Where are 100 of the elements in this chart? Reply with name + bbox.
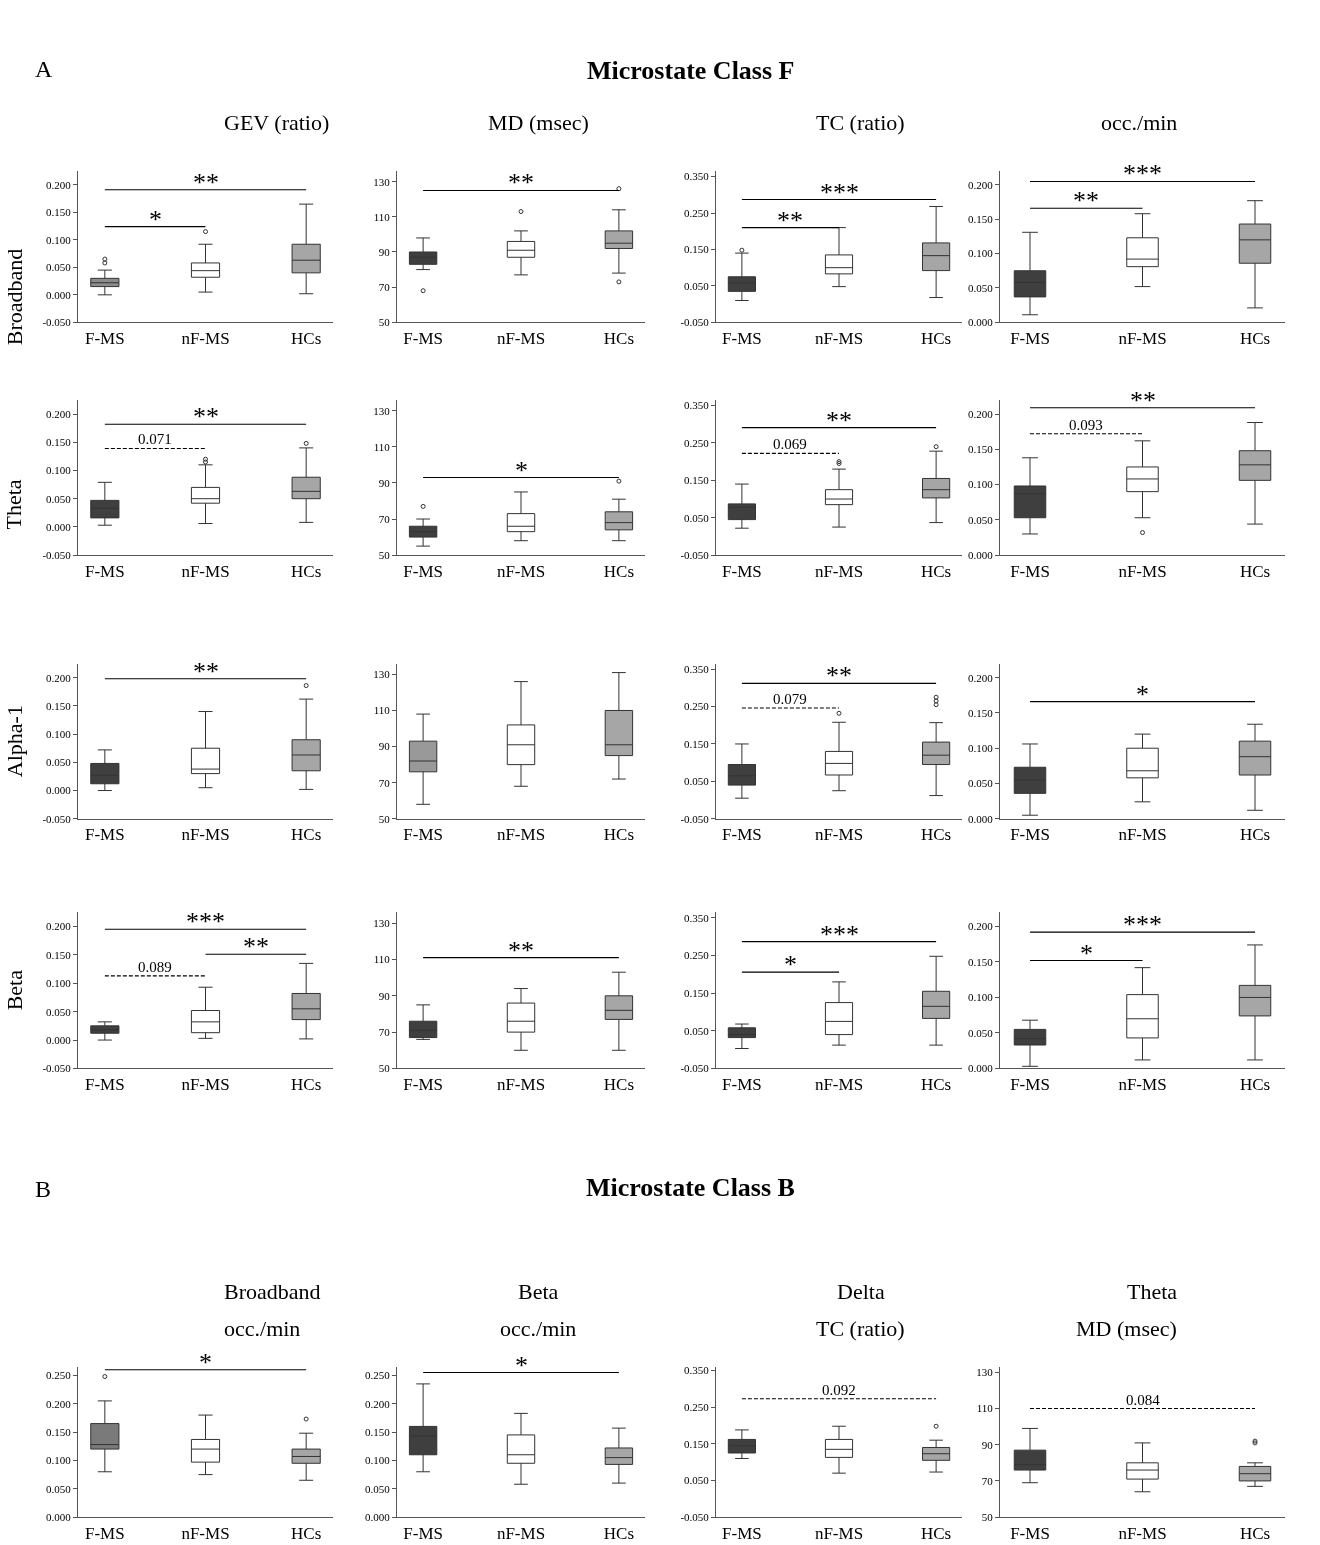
y-tick-label: -0.050	[42, 548, 72, 561]
y-tick-label: 0.000	[46, 520, 72, 533]
annotation: **	[243, 932, 269, 961]
annotation: 0.093	[1069, 417, 1103, 433]
y-tick-label: -0.050	[42, 812, 72, 825]
annotation: 0.069	[773, 436, 807, 452]
y-tick-label: 70	[378, 776, 391, 789]
x-tick-label: F-MS	[722, 1523, 762, 1543]
annotation: **	[508, 936, 534, 965]
x-tick-label: HCs	[920, 328, 952, 348]
x-tick-label: nF-MS	[1118, 1523, 1167, 1543]
annotation: 0.092	[822, 1382, 856, 1398]
annotation: *	[515, 1351, 528, 1380]
x-tick-label: F-MS	[85, 328, 125, 348]
y-tick-label: 0.000	[365, 1510, 391, 1523]
y-tick-label: 0.150	[46, 699, 72, 712]
chart-subtitle: MD (msec)	[1076, 1316, 1177, 1341]
y-tick-label: 0.000	[968, 548, 994, 561]
x-tick-label: HCs	[291, 1523, 322, 1543]
x-tick-label: HCs	[603, 1074, 635, 1094]
y-tick-label: 0.200	[46, 671, 72, 684]
y-tick-label: 130	[373, 175, 391, 188]
y-tick-label: 0.200	[46, 920, 72, 933]
text: A	[35, 56, 53, 82]
y-tick-label: 0.050	[46, 492, 72, 505]
x-tick-label: F-MS	[85, 825, 125, 845]
x-tick-label: HCs	[1239, 561, 1271, 581]
y-tick-label: 0.100	[968, 991, 994, 1004]
x-tick-label: HCs	[291, 1074, 322, 1094]
y-tick-label: 0.150	[46, 948, 72, 961]
y-tick-label: 0.050	[46, 1005, 72, 1018]
chart-title: occ./min	[1101, 110, 1178, 135]
chart-title: Beta	[518, 1279, 559, 1304]
chart-title: MD (msec)	[488, 110, 589, 135]
y-tick-label: 50	[378, 316, 391, 329]
y-tick-label: 0.050	[46, 1482, 72, 1495]
y-tick-label: 0.100	[968, 478, 994, 491]
y-tick-label: 0.050	[684, 279, 710, 292]
y-tick-label: 0.350	[684, 170, 710, 183]
y-tick-label: 0.050	[684, 511, 710, 524]
y-axis-title: Broadband	[1, 248, 27, 346]
y-tick-label: 0.150	[365, 1425, 391, 1438]
y-tick-label: 0.100	[46, 464, 72, 477]
y-axis-title: Theta	[1, 479, 27, 530]
annotation: ***	[186, 907, 225, 936]
x-tick-label: HCs	[603, 825, 635, 845]
y-tick-label: 50	[378, 812, 391, 825]
y-tick-label: 0.050	[968, 513, 994, 526]
chart-subtitle: TC (ratio)	[816, 1316, 905, 1341]
annotation: **	[777, 206, 803, 235]
x-tick-label: nF-MS	[814, 328, 864, 348]
x-tick-label: nF-MS	[814, 561, 864, 581]
x-tick-label: nF-MS	[1118, 328, 1167, 348]
x-tick-label: nF-MS	[1118, 1074, 1167, 1094]
x-tick-label: F-MS	[1010, 561, 1050, 581]
y-tick-label: 0.100	[46, 233, 72, 246]
y-tick-label: 0.200	[968, 671, 994, 684]
y-tick-label: 110	[373, 210, 391, 223]
x-tick-label: F-MS	[403, 561, 443, 581]
annotation: 0.071	[138, 431, 172, 447]
annotation: **	[193, 402, 219, 431]
annotation: ***	[1123, 910, 1162, 939]
x-tick-label: nF-MS	[496, 1523, 546, 1543]
x-tick-label: HCs	[603, 328, 635, 348]
y-tick-label: -0.050	[680, 812, 710, 825]
text: Microstate Class B	[586, 1173, 795, 1202]
y-tick-label: 70	[378, 512, 391, 525]
annotation: ***	[1123, 159, 1162, 188]
y-tick-label: 0.050	[684, 1474, 710, 1487]
x-tick-label: HCs	[603, 561, 635, 581]
x-tick-label: F-MS	[1010, 1523, 1050, 1543]
y-tick-label: 0.200	[46, 178, 72, 191]
y-tick-label: 0.250	[684, 1401, 710, 1414]
x-tick-label: HCs	[291, 561, 322, 581]
y-tick-label: 0.050	[968, 1026, 994, 1039]
y-tick-label: 130	[373, 668, 391, 681]
y-tick-label: 130	[373, 404, 391, 417]
y-tick-label: 0.100	[365, 1454, 391, 1467]
y-axis-title: Beta	[1, 969, 27, 1011]
x-tick-label: nF-MS	[181, 328, 230, 348]
annotation: *	[149, 205, 162, 234]
x-tick-label: HCs	[920, 1074, 952, 1094]
chart-subtitle: occ./min	[500, 1316, 577, 1341]
y-tick-label: -0.050	[680, 1510, 710, 1523]
annotation: 0.084	[1126, 1392, 1161, 1408]
chart-title: Theta	[1127, 1279, 1178, 1304]
annotation: *	[784, 950, 797, 979]
x-tick-label: nF-MS	[181, 825, 230, 845]
y-tick-label: 0.100	[46, 1454, 72, 1467]
y-tick-label: 50	[981, 1510, 994, 1523]
y-tick-label: 0.050	[684, 1024, 710, 1037]
annotation: **	[508, 168, 534, 197]
y-tick-label: 0.250	[684, 206, 710, 219]
x-tick-label: HCs	[1239, 825, 1271, 845]
y-tick-label: 110	[373, 704, 391, 717]
x-tick-label: nF-MS	[814, 1074, 864, 1094]
y-tick-label: 70	[378, 1025, 391, 1038]
y-tick-label: 0.150	[968, 213, 994, 226]
y-tick-label: 0.000	[46, 1033, 72, 1046]
y-tick-label: 0.250	[684, 949, 710, 962]
